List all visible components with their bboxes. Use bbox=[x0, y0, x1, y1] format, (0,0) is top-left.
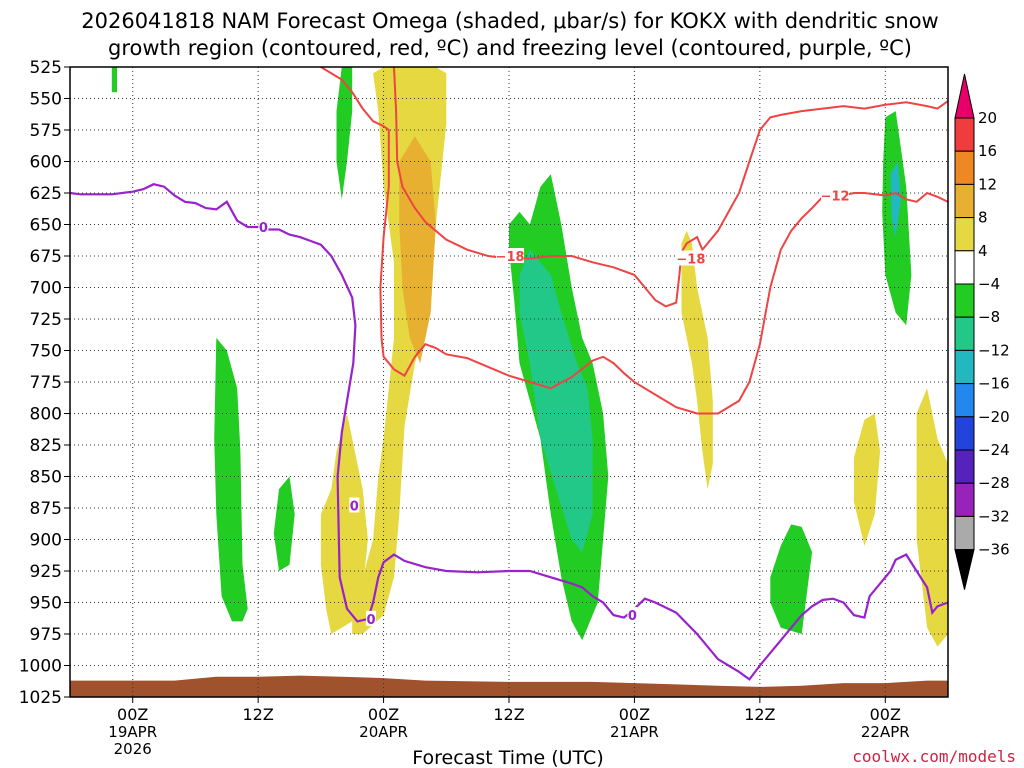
y-tick-label-600: 600 bbox=[30, 153, 62, 173]
colorbar-label-12: −28 bbox=[978, 474, 1010, 492]
y-tick-label-550: 550 bbox=[30, 90, 62, 110]
x-tick-label-1: 12Z bbox=[242, 705, 273, 724]
y-tick-label-1025: 1025 bbox=[19, 688, 62, 708]
x-tick-date-0: 19APR bbox=[108, 723, 157, 741]
freezing-label-bg-4 bbox=[349, 497, 360, 513]
colorbar-segment-13 bbox=[954, 515, 975, 551]
colorbar-bottom-arrow bbox=[954, 549, 975, 590]
y-tick-label-925: 925 bbox=[30, 562, 62, 582]
y-tick-label-775: 775 bbox=[30, 373, 62, 393]
colorbar-segment-9 bbox=[954, 383, 975, 418]
freezing-label-bg-2 bbox=[366, 610, 377, 626]
colorbar-segment-7 bbox=[954, 316, 975, 351]
chart-title-line1: 2026041818 NAM Forecast Omega (shaded, μ… bbox=[81, 9, 938, 33]
plot-content: 0 0 0 0 −18 −18 −12 bbox=[70, 67, 948, 697]
credit-text: coolwx.com/models bbox=[852, 747, 1016, 766]
omega-shaded-region-8 bbox=[336, 67, 353, 200]
dgz-label-bg-3 bbox=[821, 187, 850, 203]
x-tick-year-0: 2026 bbox=[114, 740, 152, 758]
colorbar-segment-5 bbox=[954, 250, 975, 285]
freezing-level-label-3: 0 bbox=[628, 609, 637, 624]
colorbar-segment-6 bbox=[954, 283, 975, 318]
x-tick-label-3: 12Z bbox=[493, 705, 524, 724]
omega-shaded-region-12 bbox=[770, 524, 813, 634]
y-tick-label-900: 900 bbox=[30, 531, 62, 551]
colorbar-label-6: −4 bbox=[978, 275, 1000, 293]
freezing-level-label-2: 0 bbox=[367, 613, 376, 628]
colorbar-segment-11 bbox=[954, 449, 975, 484]
colorbar-label-3: 12 bbox=[978, 175, 997, 193]
freezing-level-label-1: 0 bbox=[259, 221, 268, 236]
x-tick-label-2: 00Z bbox=[368, 705, 399, 724]
colorbar-label-14: −36 bbox=[978, 541, 1010, 559]
colorbar-top-arrow bbox=[954, 73, 975, 119]
omega-shaded-region-7 bbox=[111, 67, 117, 93]
y-tick-label-575: 575 bbox=[30, 121, 62, 141]
omega-shaded-region-3 bbox=[681, 230, 713, 490]
dgz-minus12-contour bbox=[320, 67, 948, 415]
dgz-contour-label-3: −12 bbox=[821, 190, 850, 205]
y-tick-label-975: 975 bbox=[30, 625, 62, 645]
colorbar-label-7: −8 bbox=[978, 308, 1000, 326]
x-tick-date-2: 20APR bbox=[359, 723, 408, 741]
colorbar-label-1: 20 bbox=[978, 109, 997, 127]
x-tick-date-6: 22APR bbox=[861, 723, 910, 741]
colorbar-label-9: −16 bbox=[978, 375, 1010, 393]
y-tick-label-875: 875 bbox=[30, 499, 62, 519]
colorbar-label-5: 4 bbox=[978, 242, 988, 260]
colorbar-segment-8 bbox=[954, 349, 975, 385]
x-axis-label: Forecast Time (UTC) bbox=[412, 747, 603, 768]
plot-area: 0 0 0 0 −18 −18 −12 525 550 575 600 625 650 675 700 725… bbox=[19, 58, 949, 758]
colorbar-segment-3 bbox=[954, 183, 975, 219]
colorbar-segment-4 bbox=[954, 217, 975, 252]
freezing-label-bg-3 bbox=[627, 607, 638, 623]
dgz-label-bg-1 bbox=[496, 248, 525, 263]
freezing-label-bg-1 bbox=[258, 219, 269, 235]
colorbar: 20 16 12 8 4 −4 −8 −12 −16 −20 −24 −28 −32 −36 bbox=[954, 73, 1010, 590]
x-tick-label-5: 12Z bbox=[744, 705, 775, 724]
y-tick-label-850: 850 bbox=[30, 468, 62, 488]
dgz-contour-label-2: −18 bbox=[676, 253, 705, 268]
colorbar-label-8: −12 bbox=[978, 341, 1010, 359]
colorbar-label-4: 8 bbox=[978, 209, 988, 227]
colorbar-label-11: −24 bbox=[978, 441, 1010, 459]
omega-shaded-region-15 bbox=[890, 161, 901, 238]
x-tick-label-4: 00Z bbox=[619, 705, 650, 724]
terrain-fill bbox=[70, 675, 948, 697]
y-tick-label-825: 825 bbox=[30, 436, 62, 456]
omega-shaded-region-9 bbox=[214, 337, 248, 622]
y-tick-label-725: 725 bbox=[30, 310, 62, 330]
y-tick-label-525: 525 bbox=[30, 58, 62, 78]
y-tick-label-675: 675 bbox=[30, 247, 62, 267]
colorbar-label-2: 16 bbox=[978, 142, 997, 160]
x-tick-label-6: 00Z bbox=[870, 705, 901, 724]
dgz-label-bg-2 bbox=[676, 250, 705, 266]
colorbar-label-13: −32 bbox=[978, 507, 1010, 525]
y-tick-label-750: 750 bbox=[30, 342, 62, 362]
omega-shaded-region-10 bbox=[273, 476, 295, 571]
colorbar-segment-1 bbox=[954, 117, 975, 152]
y-tick-label-800: 800 bbox=[30, 405, 62, 425]
y-tick-label-625: 625 bbox=[30, 184, 62, 204]
freezing-level-label-4: 0 bbox=[350, 499, 359, 514]
x-tick-date-4: 21APR bbox=[610, 723, 659, 741]
colorbar-label-10: −20 bbox=[978, 408, 1010, 426]
y-tick-label-950: 950 bbox=[30, 594, 62, 614]
chart-title-line2: growth region (contoured, red, ºC) and f… bbox=[108, 36, 912, 60]
omega-shaded-region-4 bbox=[853, 413, 881, 546]
omega-shaded-region-2 bbox=[320, 413, 368, 634]
colorbar-segment-2 bbox=[954, 150, 975, 185]
y-tick-label-650: 650 bbox=[30, 216, 62, 236]
colorbar-segment-12 bbox=[954, 482, 975, 517]
freezing-level-contour bbox=[70, 183, 948, 681]
y-tick-label-1000: 1000 bbox=[19, 657, 62, 677]
dgz-contour-label-1: −18 bbox=[496, 250, 525, 265]
colorbar-segment-10 bbox=[954, 416, 975, 451]
y-tick-label-700: 700 bbox=[30, 279, 62, 299]
x-tick-label-0: 00Z bbox=[117, 705, 148, 724]
